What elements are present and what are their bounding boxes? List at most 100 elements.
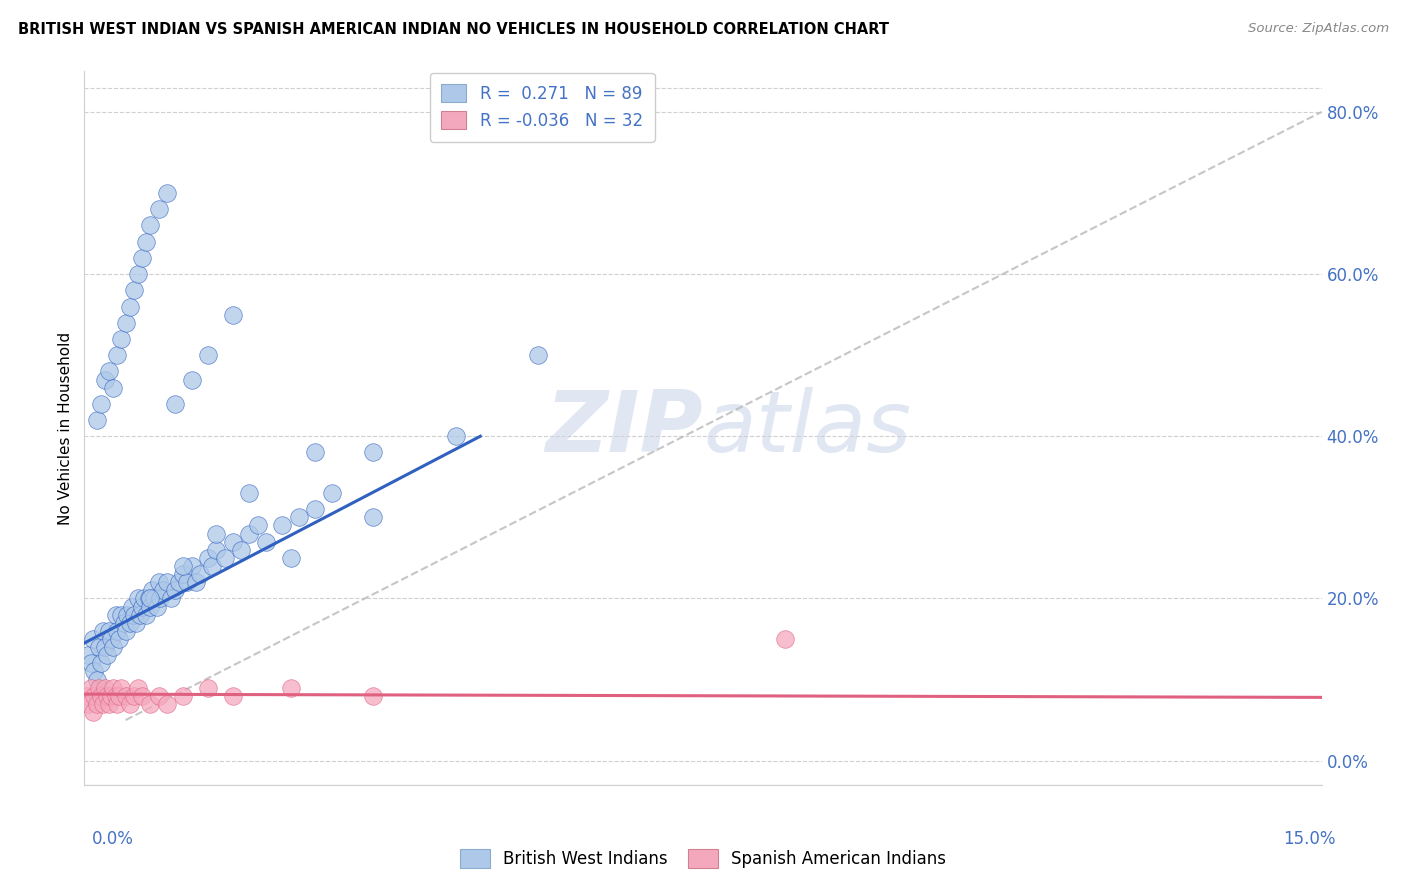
Point (361, 445, 384, 459)
Point (90, 689, 112, 703)
Point (775, 632, 797, 646)
Point (86, 413, 108, 427)
Point (149, 591, 172, 606)
Point (139, 697, 162, 711)
Point (172, 567, 194, 582)
Point (127, 267, 149, 281)
Point (148, 202, 170, 217)
Point (114, 624, 136, 638)
Point (165, 397, 187, 411)
Point (83, 665, 105, 679)
Point (444, 429, 467, 443)
Point (105, 348, 128, 362)
Point (131, 251, 153, 265)
Point (104, 607, 127, 622)
Point (114, 689, 136, 703)
Point (127, 591, 149, 606)
Point (246, 518, 269, 533)
Point (156, 697, 179, 711)
Point (271, 518, 294, 533)
Point (197, 550, 219, 565)
Point (82, 705, 104, 719)
Point (160, 591, 183, 606)
Point (86, 673, 108, 687)
Point (103, 640, 125, 654)
Text: ZIP: ZIP (546, 386, 703, 470)
Point (222, 689, 245, 703)
Point (89, 640, 111, 654)
Point (135, 235, 157, 249)
Point (112, 615, 135, 630)
Point (146, 599, 169, 614)
Point (197, 348, 219, 362)
Text: atlas: atlas (703, 386, 911, 470)
Point (138, 591, 160, 606)
Point (82, 632, 104, 646)
Point (197, 681, 219, 695)
Point (139, 219, 162, 233)
Point (118, 697, 141, 711)
Point (91, 624, 114, 638)
Point (129, 607, 152, 622)
Point (131, 599, 153, 614)
Point (222, 308, 245, 322)
Point (90, 397, 112, 411)
Point (148, 575, 170, 590)
Point (222, 534, 245, 549)
Point (156, 186, 179, 200)
Point (91, 697, 114, 711)
Point (135, 607, 157, 622)
Point (114, 316, 136, 330)
Point (118, 300, 141, 314)
Point (105, 624, 128, 638)
Point (121, 599, 143, 614)
Point (141, 583, 163, 598)
Point (80, 681, 103, 695)
Point (172, 689, 194, 703)
Point (118, 615, 141, 630)
Point (180, 372, 202, 386)
Point (132, 591, 155, 606)
Point (184, 575, 207, 590)
Point (143, 591, 166, 606)
Point (167, 575, 190, 590)
Point (98, 697, 121, 711)
Text: 15.0%: 15.0% (1284, 830, 1336, 847)
Point (110, 681, 132, 695)
Point (94, 640, 117, 654)
Point (103, 381, 125, 395)
Point (527, 348, 550, 362)
Point (77, 648, 100, 663)
Point (122, 283, 145, 297)
Point (110, 332, 132, 346)
Point (94, 681, 117, 695)
Point (103, 681, 125, 695)
Point (127, 681, 149, 695)
Point (122, 607, 145, 622)
Text: Source: ZipAtlas.com: Source: ZipAtlas.com (1249, 22, 1389, 36)
Point (108, 632, 131, 646)
Point (131, 689, 153, 703)
Point (108, 689, 131, 703)
Point (165, 583, 187, 598)
Point (139, 591, 162, 606)
Legend: British West Indians, Spanish American Indians: British West Indians, Spanish American I… (453, 843, 953, 875)
Point (205, 542, 228, 557)
Point (152, 583, 174, 598)
Text: 0.0%: 0.0% (91, 830, 134, 847)
Point (361, 689, 384, 703)
Point (214, 550, 236, 565)
Point (80, 657, 103, 671)
Point (205, 526, 228, 541)
Point (122, 689, 145, 703)
Point (100, 632, 122, 646)
Point (321, 486, 343, 500)
Point (238, 486, 260, 500)
Point (124, 615, 146, 630)
Point (105, 697, 128, 711)
Point (156, 575, 179, 590)
Point (98, 624, 121, 638)
Point (280, 550, 302, 565)
Point (83, 689, 105, 703)
Point (94, 372, 117, 386)
